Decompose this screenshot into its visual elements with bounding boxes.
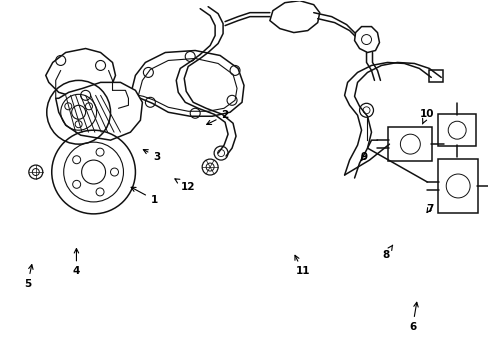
Text: 8: 8 [381, 245, 392, 260]
Polygon shape [46, 49, 115, 97]
Polygon shape [354, 27, 379, 53]
Text: 6: 6 [408, 302, 417, 332]
Text: 1: 1 [131, 187, 158, 205]
Text: 10: 10 [419, 109, 433, 124]
Polygon shape [130, 50, 244, 116]
Polygon shape [269, 1, 319, 32]
Text: 4: 4 [73, 248, 80, 276]
Text: 9: 9 [360, 152, 366, 162]
Text: 7: 7 [425, 204, 432, 214]
Text: 3: 3 [143, 150, 160, 162]
Text: 2: 2 [206, 111, 228, 125]
Text: 12: 12 [175, 179, 195, 192]
Text: 11: 11 [294, 255, 309, 276]
Text: 5: 5 [24, 265, 33, 289]
Polygon shape [56, 82, 142, 140]
